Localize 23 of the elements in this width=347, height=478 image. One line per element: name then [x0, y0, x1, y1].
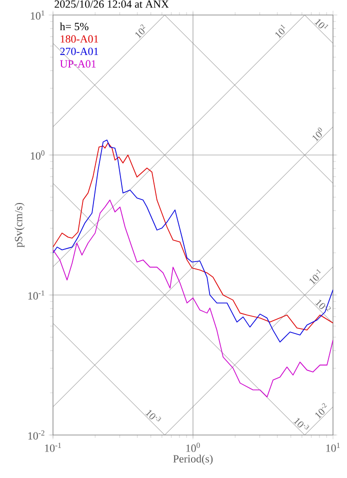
annotation: 10$^{1}$: [314, 19, 328, 29]
y-tick-label: 10$^{-2}$: [28, 430, 44, 440]
x-axis-title: Period(s): [173, 454, 213, 465]
text: 180-A01: [60, 35, 98, 43]
annotation: h= 5%: [60, 22, 88, 30]
y-tick-label: 10$^{1}$: [30, 10, 44, 20]
x-tick-label: 10$^{-1}$: [45, 442, 61, 452]
annotation: 10$^{-2}$: [315, 403, 327, 419]
annotation: 10$^{-1}$: [310, 269, 322, 285]
x-tick-label: 10$^{1}$: [326, 442, 340, 452]
text: 270-A01: [60, 48, 98, 56]
text: UP-A01: [60, 60, 96, 68]
y-tick-label: 10$^{0}$: [30, 150, 44, 160]
y-tick-label: 10$^{-1}$: [28, 290, 44, 300]
chart-title: 2025/10/26 12:04 at ANX: [54, 0, 169, 8]
annotation: 10$^{2}$: [135, 24, 146, 38]
annotation: 10$^{-3}$: [145, 410, 161, 422]
annotation: 10$^{-2}$: [315, 300, 331, 312]
annotation: 10$^{1}$: [275, 24, 286, 38]
annotation: 10$^{0}$: [312, 128, 322, 142]
annotation: 10$^{-3}$: [294, 418, 310, 430]
y-axis-title: pSv(cm/s): [14, 202, 25, 248]
x-tick-label: 10$^{0}$: [186, 442, 200, 452]
